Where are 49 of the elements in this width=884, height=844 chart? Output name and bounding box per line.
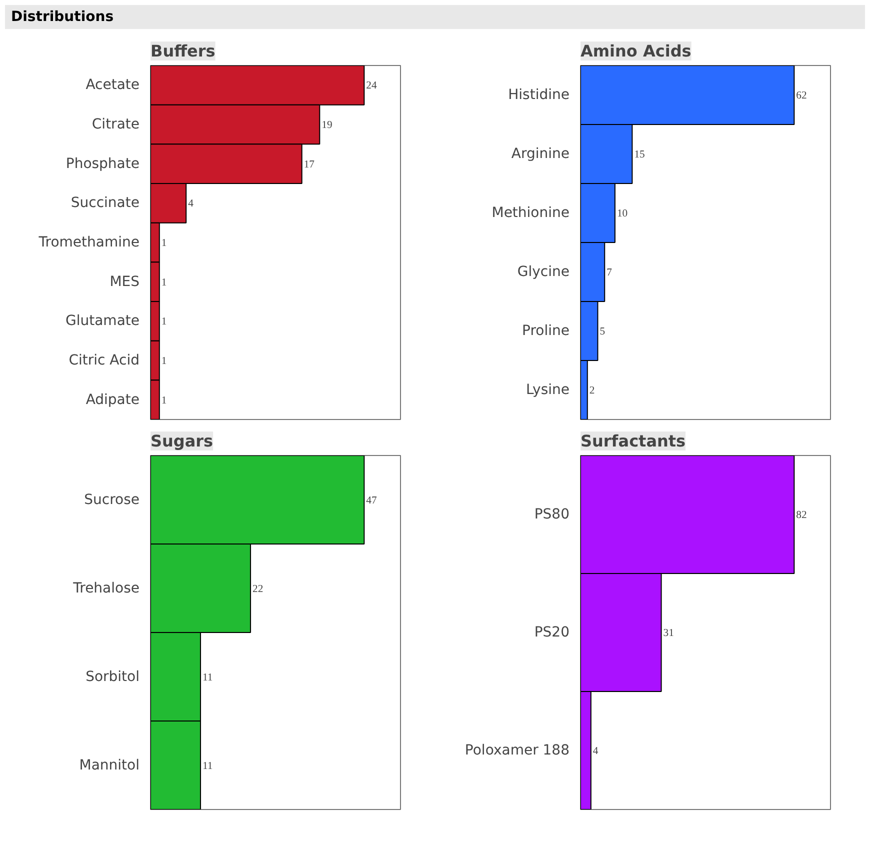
y-tick-label: Citrate [92,116,140,132]
y-tick-label: Arginine [511,146,570,162]
y-tick-label: Acetate [86,77,140,94]
data-label: 82 [796,510,807,521]
data-label: 10 [616,208,628,220]
chart-title: Sugars [150,432,214,450]
y-tick-label: Adipate [86,392,140,408]
y-tick-label: PS20 [534,624,570,640]
y-tick-label: Sorbitol [86,668,140,685]
text: Distributions [11,8,114,27]
data-label: 24 [366,80,378,92]
data-label: 1 [161,277,167,288]
data-label: 1 [161,238,167,249]
data-label: 11 [202,672,213,684]
chart-title: Buffers [150,42,216,60]
data-label: 31 [663,628,674,639]
data-label: 4 [188,198,194,210]
y-tick-label: Proline [522,323,570,339]
data-label: 62 [796,90,807,102]
data-label: 1 [161,316,167,328]
y-tick-label: PS80 [534,506,570,522]
data-label: 22 [252,584,264,595]
y-tick-label: Poloxamer 188 [464,742,570,758]
data-label: 7 [606,268,613,278]
y-tick-label: Glycine [517,264,570,280]
y-tick-label: Citric Acid [68,352,140,368]
chart-title: Surfactants [580,432,686,450]
y-tick-label: Phosphate [66,156,140,172]
y-tick-label: Histidine [508,87,570,103]
chart-title: Amino Acids [580,42,692,60]
data-label: 19 [322,120,332,131]
y-tick-label: Lysine [526,382,570,398]
data-label: 47 [366,495,378,506]
y-tick-label: Trehalose [72,580,140,596]
data-label: 1 [161,395,167,406]
y-tick-label: Methionine [492,205,570,221]
data-label: 4 [592,746,599,757]
data-label: 5 [600,326,606,338]
y-tick-label: Glutamate [66,313,140,330]
data-label: 17 [304,159,316,170]
y-tick-label: Succinate [70,195,140,212]
y-tick-label: MES [110,274,140,290]
y-tick-label: Mannitol [79,757,140,774]
y-tick-label: Sucrose [84,492,140,508]
data-label: 1 [161,356,167,367]
data-label: 11 [202,760,213,772]
data-label: 2 [589,386,595,396]
data-label: 15 [634,150,645,160]
y-tick-label: Tromethamine [38,234,140,250]
